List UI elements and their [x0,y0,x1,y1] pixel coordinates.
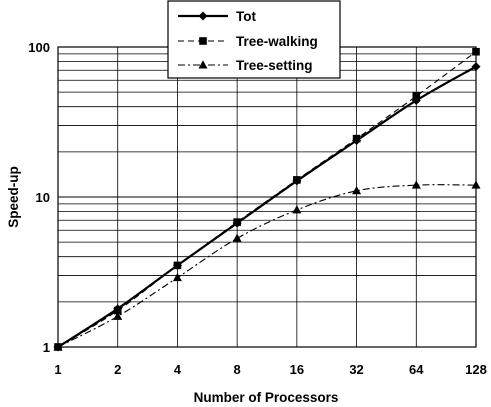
legend-marker-tree-walking [199,37,207,45]
data-point-tree-setting [352,185,362,195]
x-axis-title: Number of Processors [194,390,339,405]
y-tick-label: 10 [36,190,50,205]
data-point-tree-walking [412,92,421,100]
data-point-tree-setting [232,233,242,242]
x-tick-label: 16 [290,362,304,377]
data-point-tree-walking [293,176,301,184]
x-tick-label: 2 [114,362,121,377]
x-tick-label: 128 [465,362,487,377]
data-point-tree-walking [173,261,182,270]
data-point-tree-walking [233,218,241,226]
legend-label-tree-setting: Tree-setting [236,58,313,73]
series-lines [57,51,477,348]
data-point-tree-walking [472,47,480,56]
x-tick-label: 64 [409,362,424,377]
data-point-tree-setting [53,342,63,351]
grid [58,47,476,347]
data-point-tree-setting [113,311,123,320]
y-tick-label: 1 [43,340,50,355]
data-point-tree-setting [471,180,481,189]
x-tick-label: 32 [349,362,363,377]
legend-label-tot: Tot [236,9,256,24]
series-line-tree-walking [57,51,477,348]
legend: Tot Tree-walking Tree-setting [167,0,341,79]
x-tick-label: 4 [174,362,182,377]
x-tick-label: 8 [234,362,241,377]
legend-label-tree-walking: Tree-walking [236,34,318,49]
tick-labels: 1 2 4 8 16 32 64 128 1 10 100 [28,40,487,377]
data-point-tree-setting [172,272,182,282]
data-point-tree-walking [352,134,361,143]
series-markers [53,47,481,352]
series-line-tree-setting [57,184,477,348]
y-axis-title: Speed-up [6,166,21,228]
data-point-tree-walking [113,306,122,315]
data-point-tree-setting [292,205,302,214]
data-point-tot [471,62,481,72]
x-tick-label: 1 [54,362,61,377]
series-line-tot [57,65,477,348]
legend-marker-tree-setting [198,60,208,69]
y-tick-label: 100 [28,40,50,55]
legend-marker-tot [198,11,208,21]
data-point-tree-setting [411,180,421,189]
